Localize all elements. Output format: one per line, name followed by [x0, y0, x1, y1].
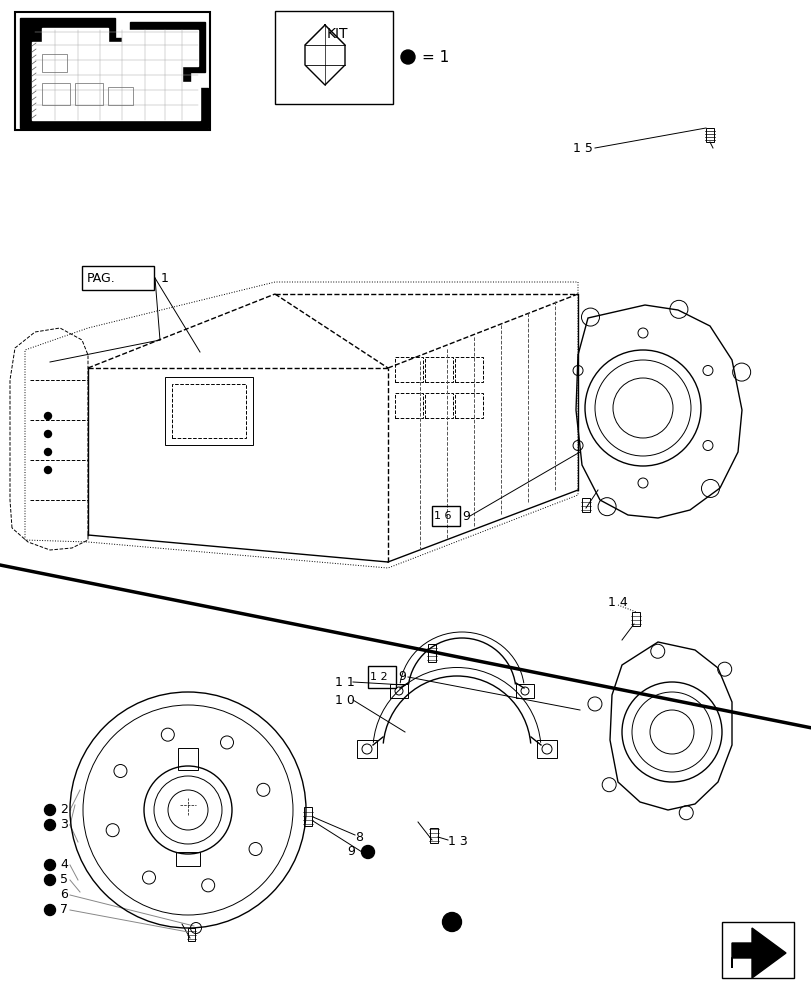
Bar [424, 393, 453, 418]
Bar [303, 807, 311, 826]
Circle shape [45, 804, 55, 815]
Circle shape [45, 874, 55, 886]
Text: 1 4: 1 4 [607, 595, 627, 608]
Text: 1 0: 1 0 [335, 694, 354, 706]
Bar [172, 384, 246, 438]
Text: KIT: KIT [326, 27, 347, 41]
Bar [165, 377, 253, 445]
Bar [431, 506, 460, 526]
Bar [357, 740, 376, 758]
Text: 6: 6 [60, 888, 68, 902]
Bar [389, 684, 407, 698]
Bar [721, 922, 793, 978]
Bar [367, 666, 396, 688]
Bar [536, 740, 556, 758]
Bar [515, 684, 534, 698]
Bar [427, 644, 436, 662]
Bar [75, 83, 103, 105]
Polygon shape [20, 18, 208, 128]
Bar [581, 498, 590, 512]
Text: = 1: = 1 [422, 50, 448, 65]
Text: 3: 3 [60, 818, 68, 831]
Text: 2: 2 [60, 803, 68, 816]
Polygon shape [731, 928, 785, 978]
Text: 5: 5 [60, 874, 68, 886]
Text: 1 6: 1 6 [433, 511, 451, 521]
Text: 1: 1 [157, 271, 169, 284]
Text: 9: 9 [346, 845, 354, 858]
Text: 7: 7 [60, 903, 68, 916]
Text: 1 1: 1 1 [335, 676, 354, 688]
Circle shape [401, 50, 414, 64]
Bar [454, 393, 483, 418]
Circle shape [45, 412, 51, 420]
Bar [82, 266, 154, 290]
Bar [394, 393, 423, 418]
Bar [454, 357, 483, 382]
Bar [394, 357, 423, 382]
Bar [108, 87, 133, 105]
Circle shape [45, 819, 55, 830]
Text: PAG.: PAG. [87, 271, 116, 284]
Text: 1 5: 1 5 [573, 142, 592, 155]
Polygon shape [32, 28, 200, 120]
Bar [430, 828, 437, 843]
Bar [15, 12, 210, 130]
Bar [176, 852, 200, 866]
Circle shape [45, 466, 51, 474]
Bar [705, 128, 713, 142]
Text: 9: 9 [397, 670, 406, 684]
Bar [188, 928, 195, 941]
Circle shape [45, 448, 51, 456]
Circle shape [361, 845, 374, 858]
Bar [42, 83, 70, 105]
Bar [42, 54, 67, 72]
Text: 4: 4 [60, 858, 68, 871]
Text: 9: 9 [461, 510, 470, 522]
Bar [424, 357, 453, 382]
Circle shape [45, 430, 51, 438]
Circle shape [45, 859, 55, 870]
Bar [275, 11, 393, 104]
Circle shape [45, 904, 55, 915]
Bar [178, 748, 198, 770]
Circle shape [442, 912, 461, 931]
Text: 1 2: 1 2 [370, 672, 387, 682]
Text: 1 3: 1 3 [448, 835, 467, 848]
Bar [631, 612, 639, 626]
Text: 8: 8 [354, 831, 363, 844]
